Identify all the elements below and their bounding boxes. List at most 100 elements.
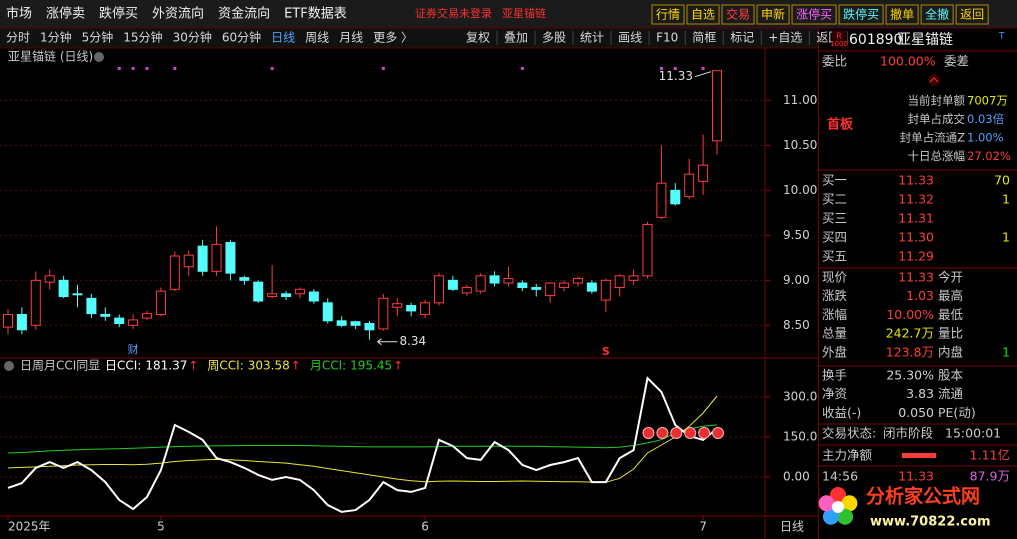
period-label: 日线	[780, 520, 804, 534]
candle-body	[30, 279, 41, 326]
menu-item[interactable]: 跌停买	[99, 6, 138, 22]
period-tab[interactable]: 5分钟	[82, 30, 114, 45]
top-button[interactable]	[686, 4, 720, 25]
candle-body	[86, 297, 97, 315]
menu-item[interactable]: 市场	[6, 6, 32, 22]
logo-name: 分析家公式网	[866, 485, 980, 508]
period-tab[interactable]: 日线	[271, 31, 295, 45]
event-marker: 财	[128, 342, 139, 356]
tool-button[interactable]: 画线	[618, 31, 642, 45]
top-button[interactable]	[721, 4, 755, 25]
top-button-label[interactable]: 撤单	[890, 7, 914, 22]
top-button-label[interactable]: 交易	[726, 7, 750, 22]
tick-price: 11.33	[898, 469, 934, 484]
top-button[interactable]	[955, 4, 989, 25]
tool-button[interactable]: F10	[656, 31, 678, 45]
candle-body	[517, 282, 528, 289]
signal-icon	[712, 427, 724, 439]
logo-bg	[862, 484, 1008, 532]
expand-icon[interactable]	[928, 74, 940, 86]
menu-item[interactable]: 外资流向	[152, 6, 204, 22]
dropdown-icon[interactable]	[4, 361, 14, 371]
stat-label: 最高	[938, 288, 963, 303]
menu-item[interactable]: 资金流向	[218, 6, 270, 22]
candle-body	[420, 302, 431, 316]
top-button[interactable]	[791, 4, 837, 25]
bid-price: 11.33	[898, 173, 934, 188]
signal-dot	[145, 67, 149, 70]
candle-body	[712, 70, 722, 142]
tool-button[interactable]: 叠加	[504, 31, 528, 45]
tool-button[interactable]: +自选	[768, 31, 802, 45]
tick-volume: 87.9万	[970, 469, 1010, 484]
dropdown-icon[interactable]	[94, 52, 104, 62]
top-button-label[interactable]: 返回	[960, 8, 984, 22]
x-tick-label: 5	[157, 520, 165, 534]
top-button-label[interactable]: 全撤	[925, 7, 949, 22]
menu-item[interactable]: ETF数据表	[284, 7, 347, 22]
top-button[interactable]	[756, 4, 790, 25]
period-tab[interactable]: 月线	[339, 31, 363, 45]
tool-button[interactable]: 标记	[730, 31, 754, 45]
candle-body	[308, 291, 319, 302]
candle-body	[586, 282, 597, 292]
period-tab[interactable]: 周线	[305, 31, 329, 45]
stat-value: 0.050	[898, 405, 934, 420]
signal-icon	[642, 427, 655, 439]
top-button-label[interactable]: 申新	[761, 7, 785, 22]
period-tab[interactable]: 60分钟	[222, 30, 261, 45]
stat-label: 涨幅	[822, 307, 847, 322]
state-time: 15:00:01	[945, 426, 1001, 441]
candle-body	[128, 319, 139, 326]
bid-price: 11.31	[898, 211, 934, 226]
period-tab[interactable]: 15分钟	[123, 30, 162, 45]
candle-body	[197, 245, 208, 272]
top-button-label[interactable]: 涨停买	[796, 7, 832, 22]
signal-dot	[659, 67, 663, 70]
top-button[interactable]	[920, 4, 954, 25]
expand-arrow	[929, 77, 939, 83]
trend-arrow: ↑	[291, 359, 301, 373]
signal-dot	[173, 67, 177, 70]
bid-label: 买三	[822, 211, 847, 226]
top-button-label[interactable]: 跌停买	[843, 7, 879, 22]
bid-volume: 70	[994, 173, 1010, 188]
candle-body	[44, 275, 55, 283]
stat-label: 内盘	[938, 344, 963, 359]
logo-petal	[837, 508, 854, 525]
period-tab[interactable]: 分时	[6, 31, 30, 45]
period-tab[interactable]: 1分钟	[40, 30, 72, 45]
menu-item[interactable]: 涨停卖	[46, 6, 85, 22]
signal-dot	[131, 67, 135, 70]
logo-petal	[818, 495, 835, 512]
login-notice: 亚星锚链	[502, 6, 546, 20]
board-label: 首板	[827, 117, 854, 133]
candle-body	[698, 164, 709, 182]
top-button-label[interactable]: 自选	[691, 8, 715, 22]
stock-tag: T	[998, 32, 1005, 42]
stat-label: 量比	[938, 326, 963, 341]
period-tab[interactable]: 更多 〉	[373, 31, 413, 45]
tool-button[interactable]: 统计	[580, 31, 604, 45]
tool-button[interactable]: 复权	[466, 31, 490, 45]
cci-line	[7, 376, 718, 513]
top-button[interactable]	[838, 4, 884, 25]
legend-name: 日CCI:	[105, 359, 141, 373]
top-button-label[interactable]: 行情	[656, 8, 680, 22]
min-arrow-head	[377, 338, 382, 346]
tool-button[interactable]: 多股	[542, 31, 566, 45]
badge-number: 1000	[830, 40, 848, 48]
bid-label: 买四	[822, 230, 847, 245]
period-tab[interactable]: 30分钟	[173, 30, 212, 45]
main-bar	[902, 453, 936, 458]
seal-value: 0.03倍	[967, 112, 1005, 126]
tool-button[interactable]: 简框	[692, 31, 716, 45]
candle-body	[72, 293, 83, 296]
top-button[interactable]	[651, 4, 685, 25]
top-button[interactable]	[885, 4, 919, 25]
y-tick-label: 8.50	[783, 318, 810, 332]
candle-body	[559, 282, 570, 289]
stat-label: PE(动)	[938, 405, 976, 420]
stat-label: 现价	[822, 270, 848, 285]
y-tick-label: 11.00	[783, 93, 817, 107]
